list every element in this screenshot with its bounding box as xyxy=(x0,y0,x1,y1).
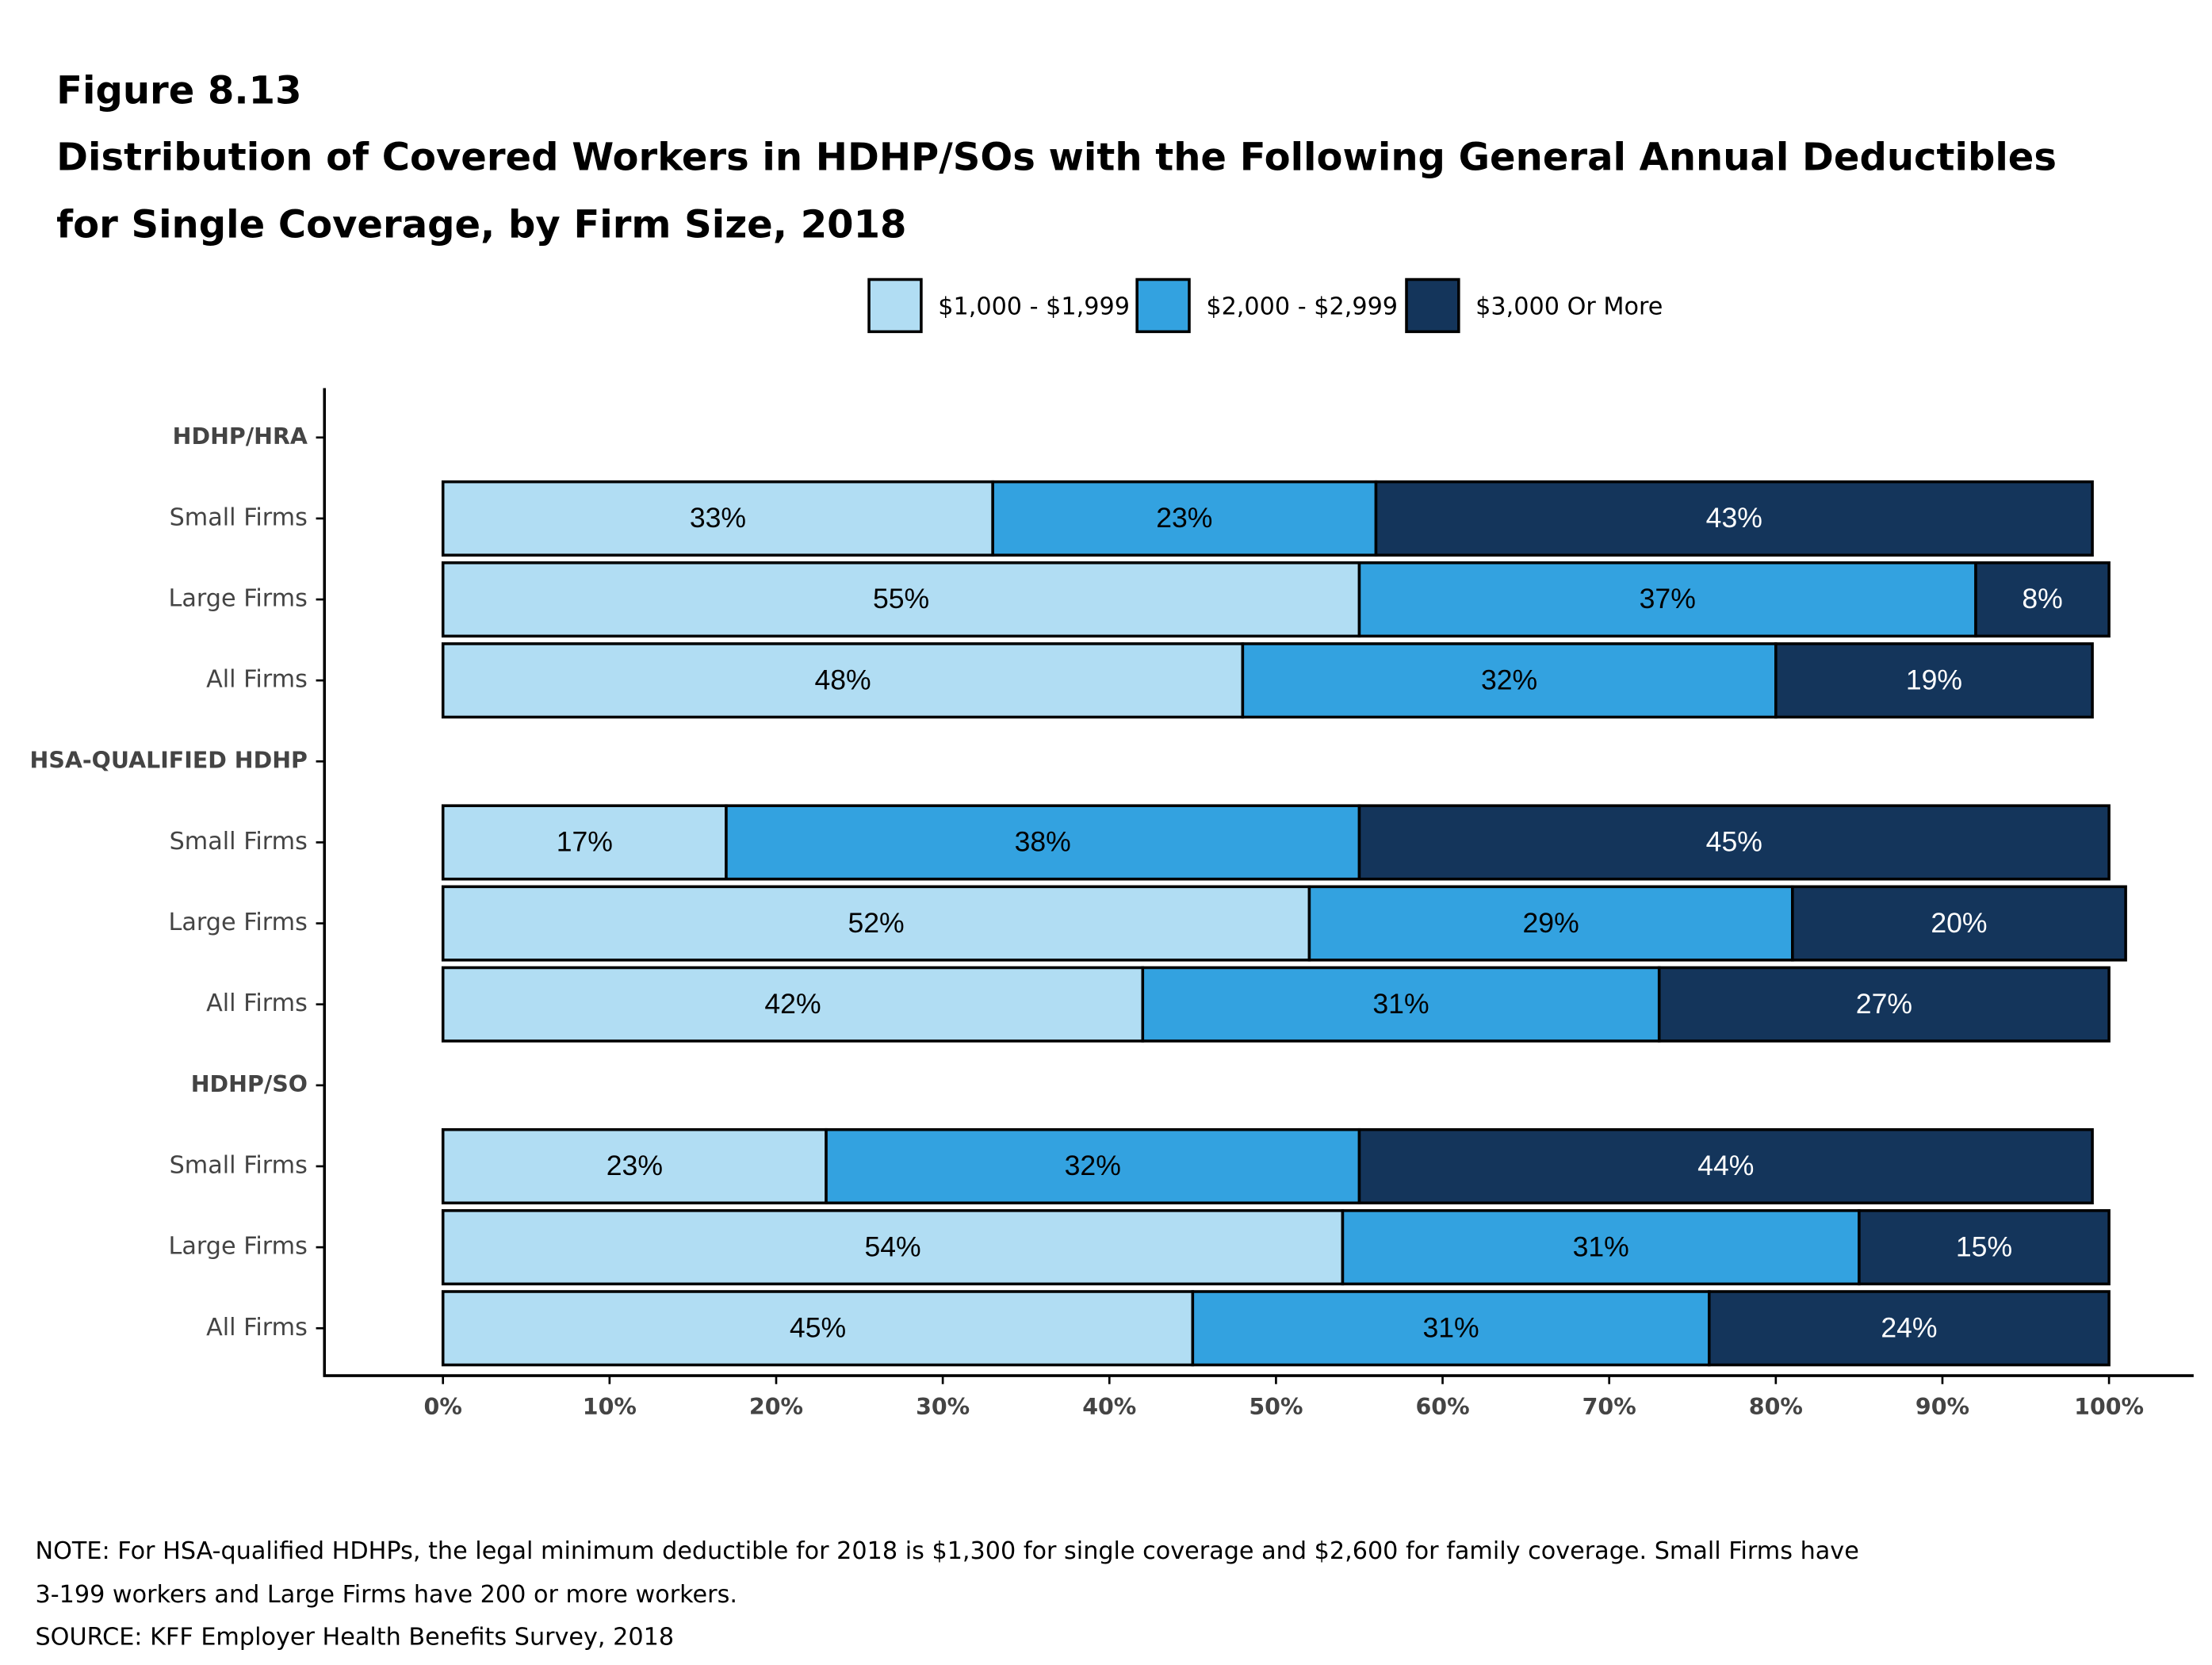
bar-segment xyxy=(1357,1127,2094,1205)
bar-segment xyxy=(1858,1209,2111,1286)
value-label: 15% xyxy=(1956,1231,2012,1262)
value-label: 19% xyxy=(1906,664,1962,695)
note: NOTE: For HSA-qualified HDHPs, the legal… xyxy=(35,1537,1858,1565)
value-label: 8% xyxy=(2022,583,2062,614)
bar-segment xyxy=(441,1127,828,1205)
value-label: 48% xyxy=(814,664,871,695)
value-label: 23% xyxy=(1156,502,1212,534)
x-tick-label: 30% xyxy=(916,1394,970,1420)
value-label: 54% xyxy=(864,1231,920,1262)
value-label: 20% xyxy=(1931,907,1987,939)
chart-title: for Single Coverage, by Firm Size, 2018 xyxy=(56,203,906,247)
value-label: 23% xyxy=(607,1150,663,1181)
bar-segment xyxy=(1141,966,1661,1043)
value-label: 45% xyxy=(790,1311,846,1343)
bar-segment xyxy=(1191,1290,1711,1367)
bar-segment xyxy=(441,561,1361,638)
value-label: 29% xyxy=(1523,907,1579,939)
y-tick-label: All Firms xyxy=(206,989,308,1017)
x-tick-label: 60% xyxy=(1415,1394,1469,1420)
y-tick-label: Small Firms xyxy=(170,503,308,531)
x-tick-label: 80% xyxy=(1749,1394,1803,1420)
x-tick-label: 10% xyxy=(583,1394,637,1420)
value-label: 24% xyxy=(1881,1311,1937,1343)
bar-segment xyxy=(1357,561,1977,638)
y-tick-label: Large Firms xyxy=(169,1233,308,1261)
group-label: HDHP/SO xyxy=(191,1071,308,1097)
bar-segment xyxy=(1374,480,2094,557)
legend-swatch xyxy=(1135,278,1191,334)
y-tick-label: Small Firms xyxy=(170,828,308,855)
legend-label: $1,000 - $1,999 xyxy=(938,293,1130,321)
y-tick-label: All Firms xyxy=(206,1314,308,1342)
value-label: 32% xyxy=(1065,1150,1121,1181)
x-tick-label: 90% xyxy=(1915,1394,1969,1420)
value-label: 44% xyxy=(1697,1150,1754,1181)
bar-segment xyxy=(1341,1209,1861,1286)
value-label: 17% xyxy=(557,826,613,858)
group-label: HDHP/HRA xyxy=(173,423,308,450)
y-tick-label: All Firms xyxy=(206,666,308,694)
value-label: 52% xyxy=(848,907,904,939)
value-label: 55% xyxy=(873,583,929,614)
bar-segment xyxy=(441,1209,1345,1286)
note: 3-199 workers and Large Firms have 200 o… xyxy=(35,1581,737,1609)
value-label: 37% xyxy=(1640,583,1696,614)
x-tick-label: 70% xyxy=(1582,1394,1636,1420)
x-tick-label: 40% xyxy=(1082,1394,1136,1420)
value-label: 31% xyxy=(1422,1311,1479,1343)
figure-number: Figure 8.13 xyxy=(56,69,301,113)
bar-segment xyxy=(441,804,728,881)
bar-segment xyxy=(1307,885,1794,962)
y-tick-label: Large Firms xyxy=(169,909,308,936)
bar-segment xyxy=(1241,642,1778,719)
bar-segment xyxy=(441,1290,1195,1367)
bar-segment xyxy=(1774,642,2094,719)
value-label: 33% xyxy=(690,502,746,534)
source: SOURCE: KFF Employer Health Benefits Sur… xyxy=(35,1624,674,1652)
value-label: 38% xyxy=(1015,826,1071,858)
x-tick-label: 0% xyxy=(424,1394,462,1420)
value-label: 31% xyxy=(1372,988,1429,1020)
legend-swatch xyxy=(1405,278,1460,334)
bar-segment xyxy=(1657,966,2111,1043)
x-tick-label: 100% xyxy=(2074,1394,2144,1420)
legend-label: $3,000 Or More xyxy=(1475,293,1663,321)
value-label: 42% xyxy=(764,988,821,1020)
bar-segment xyxy=(1357,804,2111,881)
x-tick-label: 20% xyxy=(749,1394,803,1420)
legend-swatch xyxy=(867,278,923,334)
chart-title: Distribution of Covered Workers in HDHP/… xyxy=(56,135,2057,179)
value-label: 27% xyxy=(1856,988,1912,1020)
y-tick-label: Small Firms xyxy=(170,1151,308,1179)
bar-segment xyxy=(991,480,1378,557)
bar-segment xyxy=(441,966,1145,1043)
value-label: 31% xyxy=(1573,1231,1629,1262)
value-label: 45% xyxy=(1706,826,1762,858)
group-label: HSA-QUALIFIED HDHP xyxy=(30,747,308,773)
legend-label: $2,000 - $2,999 xyxy=(1206,293,1398,321)
value-label: 32% xyxy=(1481,664,1537,695)
x-tick-label: 50% xyxy=(1249,1394,1303,1420)
bar-segment xyxy=(441,885,1311,962)
bar-segment xyxy=(1974,561,2111,638)
bar-segment xyxy=(1791,885,2127,962)
bar-segment xyxy=(1707,1290,2111,1367)
y-tick-label: Large Firms xyxy=(169,585,308,613)
value-label: 43% xyxy=(1706,502,1762,534)
